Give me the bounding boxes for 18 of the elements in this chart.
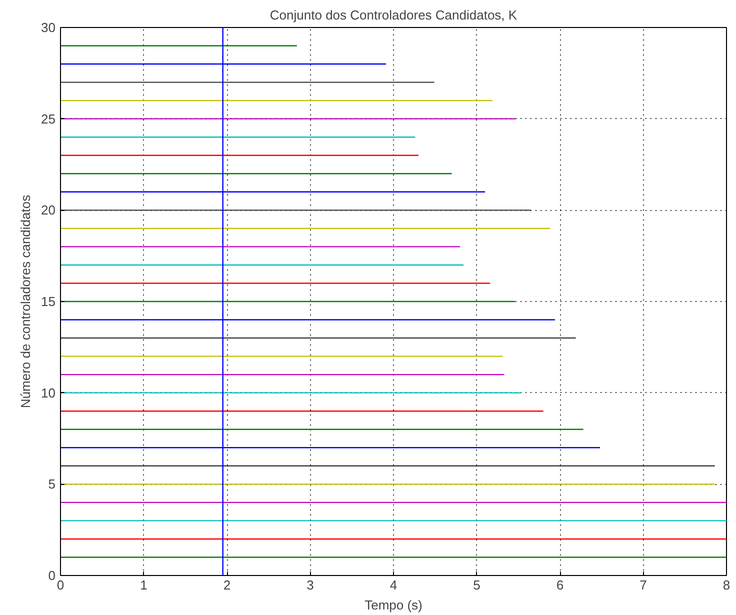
x-tick-label: 7 [640, 578, 647, 592]
x-axis-title: Tempo (s) [364, 598, 422, 612]
y-tick-label: 25 [41, 111, 56, 126]
y-tick-label: 30 [41, 20, 56, 35]
y-tick-label: 10 [41, 385, 56, 400]
x-tick-label: 1 [140, 578, 148, 592]
x-tick-label: 5 [473, 578, 480, 592]
y-tick-label: 20 [41, 202, 56, 218]
y-tick-label: 0 [48, 568, 56, 583]
x-tick-label: 4 [390, 578, 398, 592]
x-tick-label: 8 [722, 578, 730, 592]
x-tick-label: 2 [223, 578, 231, 592]
x-tick-label: 3 [306, 578, 314, 592]
x-tick-label: 6 [556, 578, 564, 592]
chart-title: Conjunto dos Controladores Candidatos, K [270, 8, 518, 22]
y-tick-label: 15 [41, 294, 56, 309]
y-tick-label: 5 [48, 476, 56, 492]
y-axis-title: Número de controladores candidatos [18, 194, 34, 408]
